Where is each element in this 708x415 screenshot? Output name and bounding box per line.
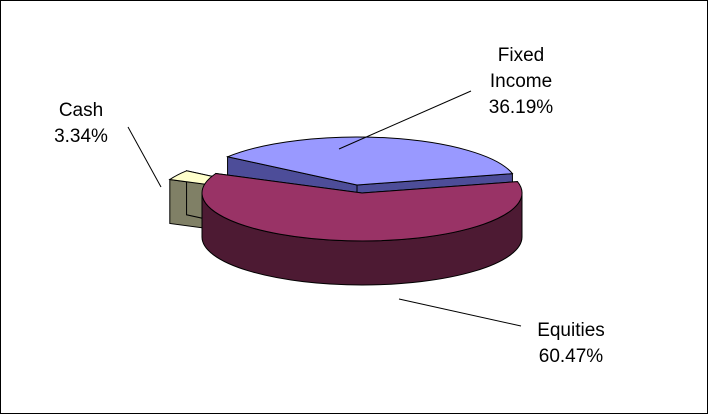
slice-percent: 60.47% <box>539 346 604 367</box>
leader-line <box>398 298 522 327</box>
slice-labels: Fixed Income 36.19% Equities 60.47% Cash 3.34% <box>54 45 605 367</box>
slice-name: Equities <box>537 320 605 341</box>
slice-label: Fixed Income 36.19% <box>489 45 554 118</box>
slice-label: Cash 3.34% <box>54 100 108 147</box>
slice-percent: 36.19% <box>489 97 554 118</box>
slice-top-fixed-income <box>225 136 514 186</box>
slice-percent: 3.34% <box>54 126 108 147</box>
slice-name: Fixed <box>498 45 544 66</box>
slice-tops <box>168 136 523 242</box>
slice-top-equities <box>201 172 523 242</box>
leader-lines <box>127 90 522 327</box>
slice-name: Cash <box>59 100 103 121</box>
leader-line <box>338 90 472 150</box>
leader-line <box>127 126 162 188</box>
slice-name: Income <box>490 71 552 92</box>
slice-label: Equities 60.47% <box>537 320 605 367</box>
